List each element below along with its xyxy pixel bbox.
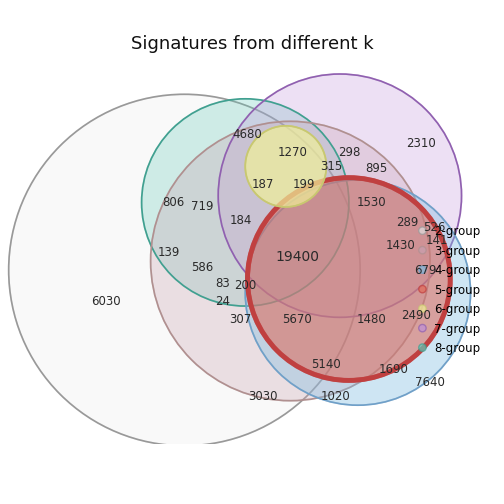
Text: 1690: 1690	[379, 363, 409, 375]
Circle shape	[9, 94, 360, 446]
Text: 5670: 5670	[282, 313, 312, 326]
Text: 3030: 3030	[248, 390, 278, 403]
Text: 184: 184	[229, 214, 252, 227]
Text: 719: 719	[191, 201, 214, 213]
Text: 187: 187	[252, 178, 275, 191]
Text: 6030: 6030	[91, 295, 120, 308]
Text: 298: 298	[338, 146, 360, 159]
Title: Signatures from different k: Signatures from different k	[131, 35, 373, 53]
Text: 1270: 1270	[278, 146, 307, 159]
Text: 1020: 1020	[321, 390, 350, 403]
Text: 200: 200	[234, 279, 257, 292]
Text: 806: 806	[162, 196, 184, 209]
Text: 24: 24	[215, 295, 230, 308]
Text: 895: 895	[365, 162, 387, 175]
Circle shape	[245, 126, 327, 207]
Text: 1430: 1430	[386, 239, 416, 251]
Text: 2310: 2310	[406, 138, 436, 150]
Circle shape	[245, 180, 471, 405]
Text: 83: 83	[215, 277, 230, 290]
Text: 199: 199	[292, 178, 315, 191]
Text: 679: 679	[414, 264, 437, 277]
Text: 315: 315	[320, 160, 342, 173]
Text: 307: 307	[230, 313, 252, 326]
Text: 2490: 2490	[402, 308, 431, 322]
Text: 19400: 19400	[275, 249, 319, 264]
Circle shape	[218, 74, 462, 318]
Text: 289: 289	[396, 216, 419, 229]
Text: 4680: 4680	[233, 129, 263, 141]
Legend: 2-group, 3-group, 4-group, 5-group, 6-group, 7-group, 8-group: 2-group, 3-group, 4-group, 5-group, 6-gr…	[416, 225, 480, 355]
Text: 1530: 1530	[357, 196, 386, 209]
Text: 7640: 7640	[415, 376, 445, 389]
Circle shape	[151, 121, 430, 401]
Text: 586: 586	[192, 261, 214, 274]
Text: 5140: 5140	[311, 358, 341, 371]
Text: 1480: 1480	[356, 313, 386, 326]
Circle shape	[247, 177, 450, 381]
Circle shape	[142, 99, 349, 306]
Text: 139: 139	[157, 245, 180, 259]
Text: 526: 526	[423, 221, 446, 234]
Text: 141: 141	[425, 234, 448, 247]
